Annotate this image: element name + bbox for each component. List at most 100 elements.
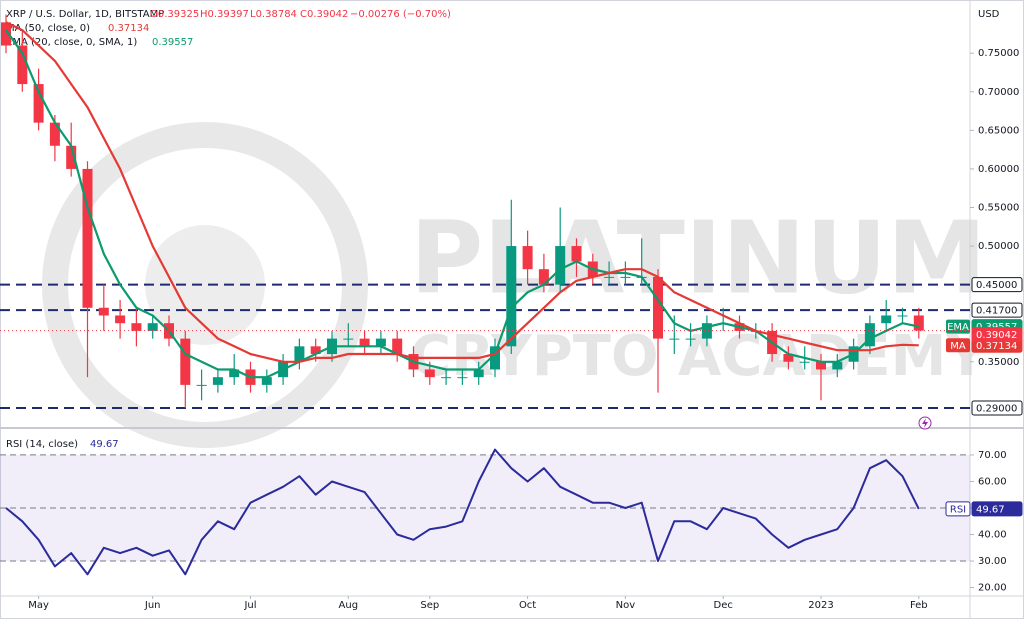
x-tick-label: Jun xyxy=(144,600,161,611)
event-icon xyxy=(922,418,928,428)
watermark-text: PLATINUM xyxy=(410,199,986,316)
x-tick-label: Feb xyxy=(910,600,928,611)
candle-body xyxy=(685,338,696,340)
candle-body xyxy=(294,346,305,362)
x-tick-label: Nov xyxy=(616,600,636,611)
y-tick-label: 0.70000 xyxy=(978,87,1019,98)
rsi-value: 49.67 xyxy=(90,439,119,450)
indicator-legend: EMA (20, close, 0, SMA, 1) xyxy=(6,37,137,48)
candle-body xyxy=(555,246,566,285)
series-value-label: 0.37134 xyxy=(976,341,1017,352)
candle-body xyxy=(343,338,354,340)
candle-body xyxy=(490,346,500,370)
y-tick-label: 70.00 xyxy=(978,450,1007,461)
level-label-box xyxy=(971,400,1023,416)
x-tick-label: May xyxy=(28,600,49,611)
series-value-label-box xyxy=(971,501,1023,517)
candle-body xyxy=(424,369,435,378)
candle-body xyxy=(897,315,908,317)
candle-body xyxy=(701,323,712,339)
watermark-coin xyxy=(145,225,265,345)
x-tick-label: Oct xyxy=(519,600,536,611)
level-label-box xyxy=(971,277,1023,293)
level-label: 0.29000 xyxy=(976,404,1017,415)
candle-body xyxy=(359,338,370,347)
indicator-value: 0.39557 xyxy=(152,37,193,48)
candle-body xyxy=(98,307,109,316)
indicator-legend: MA (50, close, 0) xyxy=(6,23,90,34)
candle-body xyxy=(522,246,533,270)
rsi-line xyxy=(5,448,920,576)
candle-body xyxy=(131,323,142,331)
candle-body xyxy=(832,361,843,370)
ohlc-value: O0.39325 xyxy=(150,9,199,20)
ohlc-change: −0.00276 (−0.70%) xyxy=(350,9,451,20)
series-tag-box xyxy=(945,501,971,517)
indicator-value: 0.37134 xyxy=(108,23,149,34)
candle-body xyxy=(229,369,240,378)
series-tag: RSI xyxy=(950,504,966,515)
series-tag: EMA xyxy=(947,322,969,333)
y-tick-label: 0.35000 xyxy=(978,357,1019,368)
candle-body xyxy=(441,377,452,379)
candle-body xyxy=(913,315,924,331)
candle-body xyxy=(196,384,207,386)
level-label-box xyxy=(971,302,1023,318)
candle-body xyxy=(17,45,28,85)
series-tag-box xyxy=(946,338,970,353)
candle-body xyxy=(457,377,468,379)
x-tick-label: Dec xyxy=(714,600,733,611)
candle-body xyxy=(115,315,126,324)
candle-body xyxy=(506,246,517,347)
candle-body xyxy=(816,361,826,370)
candle-body xyxy=(604,276,615,278)
level-label: 0.41700 xyxy=(976,306,1017,317)
level-label: 0.45000 xyxy=(976,280,1017,291)
candle-body xyxy=(653,276,663,339)
candle-body xyxy=(212,377,223,385)
y-tick-label: 0.65000 xyxy=(978,125,1019,136)
last-price-label-box xyxy=(971,327,1023,343)
series-value-label: 49.67 xyxy=(976,504,1005,515)
candle-body xyxy=(261,377,272,385)
y-tick-label: 60.00 xyxy=(978,476,1007,487)
ohlc-value: L0.38784 xyxy=(250,9,297,20)
candle-body xyxy=(82,168,93,308)
candle-body xyxy=(147,323,158,331)
candle-body xyxy=(392,338,403,355)
candle-body xyxy=(881,315,892,324)
candle-body xyxy=(49,122,60,146)
rsi-title: RSI (14, close) xyxy=(6,439,78,450)
candle-body xyxy=(538,269,549,285)
candle-body xyxy=(864,323,875,347)
candle-body xyxy=(620,276,631,278)
candle-body xyxy=(66,145,77,169)
ohlc-value: H0.39397 xyxy=(200,9,249,20)
ohlc-value: C0.39042 xyxy=(300,9,348,20)
y-tick-label: 30.00 xyxy=(978,556,1007,567)
y-tick-label: 0.75000 xyxy=(978,48,1019,59)
candle-body xyxy=(783,354,794,362)
indicator-line xyxy=(5,21,919,363)
x-tick-label: Jul xyxy=(243,600,256,611)
candle-body xyxy=(1,22,11,46)
candle-body xyxy=(180,338,191,385)
candle-body xyxy=(571,246,582,262)
y-tick-label: 0.50000 xyxy=(978,241,1019,252)
last-price-label: 0.39042 xyxy=(976,330,1017,341)
series-tag: MA xyxy=(950,341,966,352)
y-tick-label: 0.60000 xyxy=(978,164,1019,175)
y-tick-label: 0.55000 xyxy=(978,202,1019,213)
x-tick-label: 2023 xyxy=(808,600,833,611)
indicator-line xyxy=(5,29,920,379)
candle-body xyxy=(669,338,680,340)
y-tick-label: 40.00 xyxy=(978,530,1007,541)
x-tick-label: Aug xyxy=(339,600,359,611)
candle-body xyxy=(33,84,44,123)
candle-body xyxy=(799,361,810,363)
y-tick-label: 20.00 xyxy=(978,583,1007,594)
currency-label: USD xyxy=(978,9,1000,20)
symbol-title: XRP / U.S. Dollar, 1D, BITSTAMP xyxy=(6,9,164,20)
x-tick-label: Sep xyxy=(420,600,439,611)
